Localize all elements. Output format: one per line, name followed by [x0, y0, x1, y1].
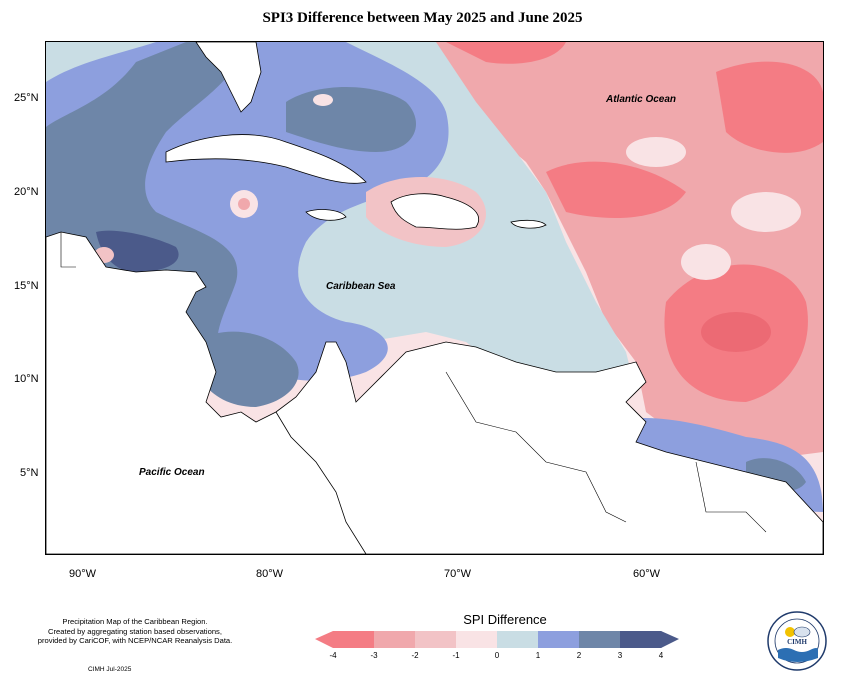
x-axis-label-70w: 70°W: [444, 568, 472, 580]
atlantic-ocean-label: Atlantic Ocean: [606, 94, 677, 105]
legend-tick-label: -1: [452, 651, 460, 660]
land-cuba: [165, 134, 367, 184]
legend-swatch-6: [579, 631, 621, 648]
logo-sun: [785, 627, 795, 637]
y-axis-label-15n: 15°N: [14, 280, 39, 292]
land-masses: [46, 42, 823, 554]
legend-swatch-1: [374, 631, 416, 648]
negative-zone-atlantic-core: [701, 312, 771, 352]
negative-zone-east: [546, 161, 686, 218]
legend-tick-label: -3: [370, 651, 378, 660]
legend-colorbar: [315, 630, 679, 655]
map-title: SPI3 Difference between May 2025 and Jun…: [262, 10, 583, 26]
border-line-1: [60, 232, 76, 268]
x-axis-label-90w: 90°W: [69, 568, 97, 580]
near-zero-patch-3: [681, 244, 731, 280]
positive-zone-max-belize: [96, 230, 179, 272]
credit-line-1: Precipitation Map of the Caribbean Regio…: [62, 617, 208, 626]
legend-swatch-3: [456, 631, 498, 648]
near-zero-patch-2: [731, 192, 801, 232]
land-south-america-coast: [275, 411, 367, 554]
land-puerto-rico: [510, 219, 547, 229]
y-axis-label-5n: 5°N: [20, 467, 39, 479]
land-florida: [195, 42, 262, 113]
caribbean-sea-label: Caribbean Sea: [326, 281, 396, 292]
y-axis-label-20n: 20°N: [14, 186, 39, 198]
legend-tick-label: 2: [576, 651, 582, 660]
negative-zone-atlantic-strong: [716, 61, 823, 153]
credit-date: CIMH Jul-2025: [88, 666, 132, 673]
x-axis-label-80w: 80°W: [256, 568, 284, 580]
legend-tick-label: -4: [329, 651, 337, 660]
x-axis-label-60w: 60°W: [633, 568, 661, 580]
legend-tick-label: 0: [494, 651, 500, 660]
logo-name: CIMH: [787, 638, 807, 646]
borders: [60, 232, 767, 533]
spi-map-svg: [46, 42, 823, 554]
negative-spot-sea-core: [238, 198, 250, 210]
cimh-logo-icon: [766, 610, 828, 677]
land-central-america: [46, 231, 823, 554]
near-zero-patch-1: [626, 137, 686, 167]
land-jamaica: [305, 209, 347, 221]
legend-tick-label: 3: [617, 651, 623, 660]
credit-line-2: Created by aggregating station based obs…: [48, 626, 222, 636]
negative-zone-atlantic-strong-3: [446, 42, 566, 64]
legend-swatch-0: [333, 631, 375, 648]
border-line-3: [695, 461, 767, 533]
credit-line-3: provided by CariCOF, with NCEP/NCAR Rean…: [37, 636, 233, 645]
legend-tick-label: -2: [411, 651, 419, 660]
legend-svg: [315, 631, 679, 648]
legend-tick-label: 1: [535, 651, 541, 660]
negative-spot-bahamas: [313, 94, 333, 106]
credit-text: Precipitation Map of the Caribbean Regio…: [10, 617, 260, 646]
legend-arrow-right: [661, 631, 679, 648]
positive-zone-strong-honduras: [196, 331, 299, 407]
legend-arrow-left: [315, 631, 333, 648]
logo-wave: [778, 648, 818, 662]
logo-svg: [767, 611, 827, 671]
pacific-ocean-label: Pacific Ocean: [139, 467, 205, 478]
legend-title: SPI Difference: [463, 612, 547, 627]
border-line-2: [445, 371, 627, 523]
land-hispaniola: [390, 193, 479, 230]
logo-cloud: [793, 626, 811, 638]
legend-swatch-2: [415, 631, 457, 648]
map-area: [45, 41, 824, 555]
legend-swatch-7: [620, 631, 662, 648]
legend-tick-label: 4: [658, 651, 664, 660]
legend-swatch-4: [497, 631, 539, 648]
y-axis-label-10n: 10°N: [14, 373, 39, 385]
legend-swatch-5: [538, 631, 580, 648]
y-axis-label-25n: 25°N: [14, 92, 39, 104]
